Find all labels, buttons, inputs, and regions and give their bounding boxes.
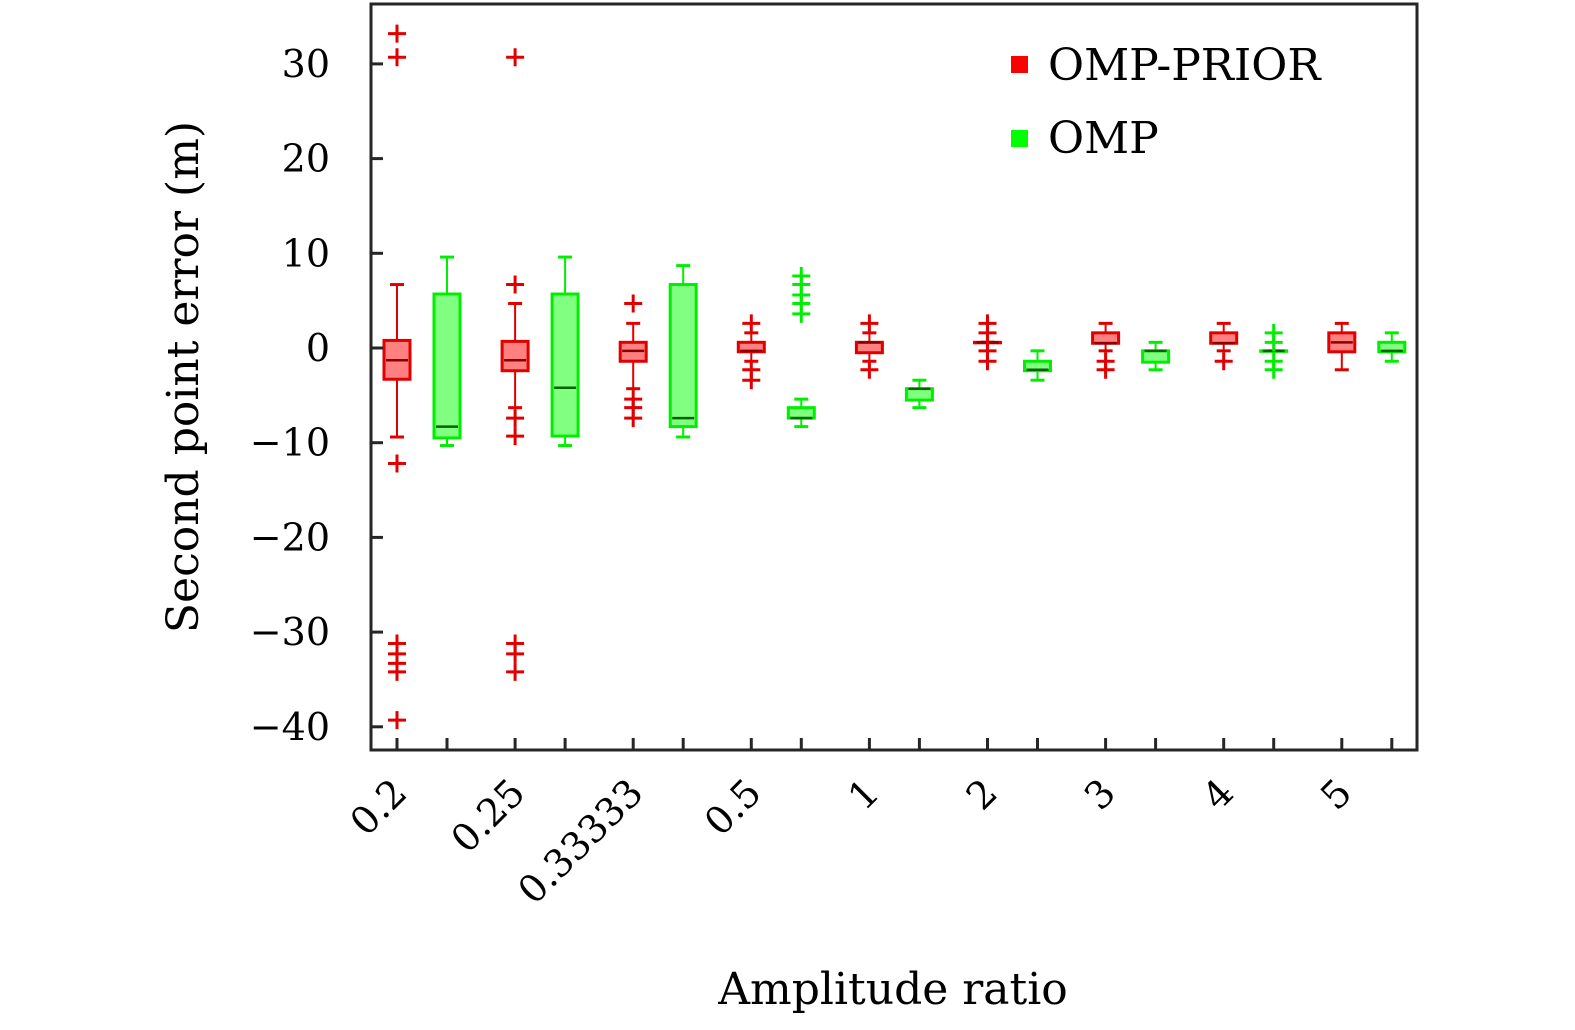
outlier-marker <box>506 662 525 681</box>
outlier-marker <box>742 314 761 333</box>
x-tick-label: 4 <box>1194 770 1242 818</box>
outlier-marker <box>978 323 997 342</box>
outlier-marker <box>742 371 761 390</box>
iqr-box <box>904 387 934 402</box>
iqr-box <box>854 340 884 355</box>
box-omp-prior-7 <box>1209 321 1239 371</box>
plot-marks <box>382 24 1407 730</box>
box-omp-prior-3 <box>736 314 766 390</box>
y-tick-label: −20 <box>250 515 330 559</box>
x-tick-label: 0.33333 <box>509 770 651 912</box>
box-omp-8 <box>1377 331 1407 363</box>
outlier-marker <box>388 711 406 730</box>
outlier-marker <box>624 294 643 313</box>
legend-label-omp: OMP <box>1048 113 1159 164</box>
outlier-marker <box>860 360 879 379</box>
outlier-marker <box>388 24 406 43</box>
outlier-marker <box>506 275 525 294</box>
legend-label-omp-prior: OMP-PRIOR <box>1048 40 1322 91</box>
iqr-box <box>500 339 530 373</box>
outlier-marker <box>792 304 811 323</box>
y-axis: 30 20 10 0 −10 −20 −30 −40 <box>250 42 383 749</box>
outlier-marker <box>388 662 406 681</box>
y-tick-label: 30 <box>282 42 330 86</box>
iqr-box <box>550 292 580 438</box>
y-tick-label: 20 <box>282 137 330 181</box>
outlier-marker <box>1264 333 1283 352</box>
box-omp-prior-5 <box>973 314 1002 371</box>
iqr-box <box>1209 331 1239 345</box>
outlier-marker <box>1264 360 1283 379</box>
iqr-box <box>432 292 462 440</box>
iqr-box <box>1091 331 1121 345</box>
x-axis: 0.2 0.250.33333 0.5 1 2 3 4 5 <box>342 738 1394 912</box>
box-omp-prior-0 <box>382 24 412 730</box>
iqr-box <box>786 406 816 420</box>
y-tick-label: 10 <box>282 231 330 275</box>
box-omp-prior-2 <box>618 294 648 428</box>
x-tick-label: 2 <box>958 770 1006 818</box>
y-tick-label: −40 <box>250 705 330 749</box>
x-tick-label: 5 <box>1312 770 1360 818</box>
x-tick-label: 3 <box>1076 770 1124 818</box>
outlier-marker <box>1214 352 1233 371</box>
legend-swatch-omp-prior <box>1011 56 1028 73</box>
box-omp-prior-8 <box>1327 321 1357 372</box>
outlier-marker <box>506 409 525 428</box>
x-tick-label: 1 <box>840 770 888 818</box>
box-omp-prior-4 <box>854 314 884 379</box>
outlier-marker <box>860 314 879 333</box>
x-tick-label: 0.25 <box>443 770 534 861</box>
x-tick-label: 0.5 <box>696 770 770 844</box>
outlier-marker <box>388 454 406 473</box>
legend-swatch-omp <box>1011 130 1028 147</box>
outlier-marker <box>506 427 525 446</box>
y-axis-title: Second point error (m) <box>158 121 209 633</box>
y-tick-label: −10 <box>250 421 330 465</box>
legend: OMP-PRIOR OMP <box>1011 40 1322 164</box>
outlier-marker <box>506 644 525 663</box>
iqr-box <box>1141 349 1171 364</box>
box-omp-6 <box>1141 340 1171 372</box>
box-omp-prior-1 <box>500 48 530 681</box>
outlier-marker <box>506 48 525 67</box>
box-omp-4 <box>904 378 934 410</box>
x-axis-title: Amplitude ratio <box>717 964 1068 1015</box>
plot-frame <box>369 2 1419 752</box>
y-tick-label: −30 <box>250 610 330 654</box>
box-omp-prior-6 <box>1091 321 1121 379</box>
outlier-marker <box>1096 360 1115 379</box>
outlier-marker <box>624 409 643 428</box>
box-omp-5 <box>1023 349 1052 382</box>
box-omp-1 <box>550 255 580 448</box>
outlier-marker <box>978 352 997 371</box>
box-omp-0 <box>432 255 462 448</box>
x-tick-label: 0.2 <box>342 770 416 844</box>
y-tick-label: 0 <box>306 326 330 370</box>
box-omp-2 <box>668 264 698 439</box>
iqr-box <box>668 283 698 429</box>
box-omp-3 <box>786 267 816 429</box>
outlier-marker <box>388 48 406 67</box>
box-omp-7 <box>1259 323 1289 379</box>
